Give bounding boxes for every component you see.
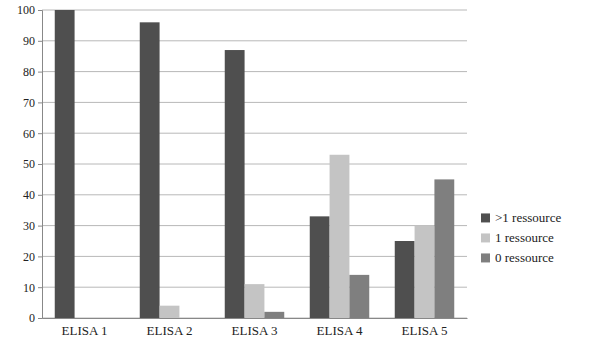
- tick-mark: [38, 256, 42, 257]
- tick: 100: [17, 3, 42, 17]
- grid-line: [42, 133, 467, 134]
- tick: 0: [29, 311, 42, 325]
- plot: 0102030405060708090100ELISA 1ELISA 2ELIS…: [17, 3, 468, 338]
- bar: [264, 312, 284, 318]
- tick: 80: [23, 65, 42, 79]
- legend-label: >1 ressource: [495, 210, 561, 225]
- bar: [55, 10, 75, 318]
- grid-line: [42, 194, 467, 195]
- legend-item: 1 ressource: [481, 230, 554, 245]
- legend-swatch: [481, 233, 490, 242]
- bar: [349, 275, 369, 318]
- tick-label: 50: [23, 157, 35, 171]
- tick: 30: [23, 219, 42, 233]
- bar: [310, 216, 330, 318]
- legend-swatch: [481, 213, 490, 222]
- bar: [415, 226, 435, 318]
- grid-line: [42, 10, 467, 11]
- tick-mark: [38, 318, 42, 319]
- tick: ELISA 4: [317, 318, 363, 338]
- tick: ELISA 3: [232, 318, 278, 338]
- grid-line: [42, 71, 467, 72]
- grid: [42, 10, 467, 318]
- legend-item: >1 ressource: [481, 210, 561, 225]
- series: [264, 179, 454, 318]
- tick: 20: [23, 250, 42, 264]
- bar: [94, 318, 114, 319]
- tick-mark: [38, 195, 42, 196]
- axis-line: [38, 11, 43, 319]
- bar: [245, 284, 265, 318]
- tick: 10: [23, 281, 42, 295]
- legend-swatch: [481, 253, 490, 262]
- tick-mark: [38, 41, 42, 42]
- tick-mark: [38, 287, 42, 288]
- tick-label: ELISA 4: [317, 323, 363, 338]
- tick: 50: [23, 157, 42, 171]
- tick-label: 0: [29, 311, 35, 325]
- bar: [179, 318, 199, 319]
- tick-label: 20: [23, 250, 35, 264]
- tick-mark: [38, 133, 42, 134]
- tick-mark: [38, 164, 42, 165]
- bar: [160, 306, 180, 318]
- tick-mark: [38, 72, 42, 73]
- grid-line: [42, 40, 467, 41]
- x-axis: ELISA 1 ELISA 2 ELISA 3 ELISA 4 ELISA 5: [43, 318, 468, 338]
- tick: 40: [23, 188, 42, 202]
- tick-label: ELISA 3: [232, 323, 278, 338]
- grid-line: [42, 102, 467, 103]
- tick-label: 10: [23, 281, 35, 295]
- legend-item: 0 ressource: [481, 250, 554, 265]
- bar: [140, 22, 160, 318]
- tick-label: 30: [23, 219, 35, 233]
- legend-label: 1 ressource: [495, 230, 554, 245]
- tick-mark: [38, 10, 42, 11]
- tick-mark: [38, 102, 42, 103]
- tick-label: ELISA 2: [147, 323, 193, 338]
- series: [160, 155, 435, 318]
- bar: [75, 318, 95, 319]
- bar: [395, 241, 415, 318]
- tick: 90: [23, 34, 42, 48]
- legend-label: 0 ressource: [495, 250, 554, 265]
- tick-label: ELISA 5: [402, 323, 448, 338]
- series: [55, 10, 415, 318]
- tick: ELISA 2: [147, 318, 193, 338]
- grid-line: [42, 164, 467, 165]
- tick: ELISA 5: [402, 318, 448, 338]
- bar: [330, 155, 350, 318]
- tick-label: 90: [23, 34, 35, 48]
- tick-label: ELISA 1: [62, 323, 108, 338]
- tick-mark: [38, 226, 42, 227]
- chart: 0102030405060708090100ELISA 1ELISA 2ELIS…: [0, 0, 612, 352]
- tick-label: 70: [23, 96, 35, 110]
- grid-line: [42, 225, 467, 226]
- tick: 70: [23, 96, 42, 110]
- legend: >1 ressource 1 ressource 0 ressource: [481, 210, 561, 265]
- tick-label: 60: [23, 127, 35, 141]
- tick-label: 100: [17, 3, 35, 17]
- bars: [55, 10, 455, 318]
- tick-label: 40: [23, 188, 35, 202]
- bar: [434, 179, 454, 318]
- tick-label: 80: [23, 65, 35, 79]
- axis-line: [43, 318, 468, 319]
- bar: [225, 50, 245, 318]
- tick: 60: [23, 127, 42, 141]
- y-axis: 0 10 20 30 40 50 60 70 80 90 100: [17, 3, 43, 325]
- tick: ELISA 1: [62, 318, 108, 338]
